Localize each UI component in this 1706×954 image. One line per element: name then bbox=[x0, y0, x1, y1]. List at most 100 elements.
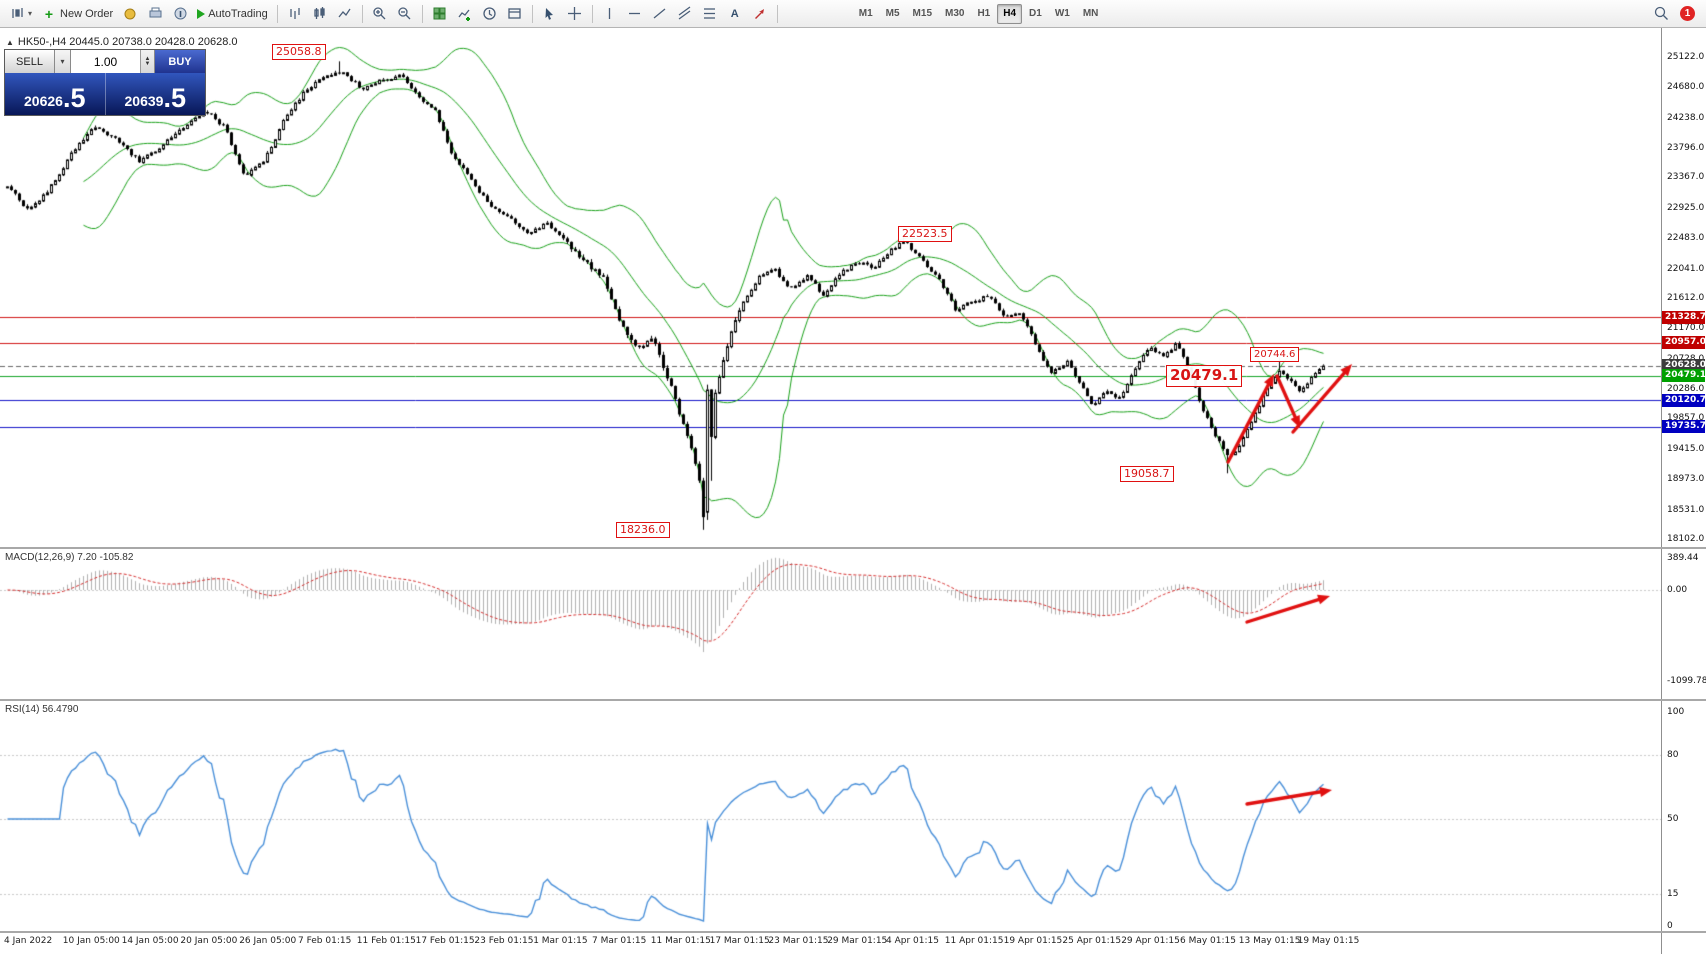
time-axis-label: 10 Jan 05:00 bbox=[62, 936, 120, 946]
deposit-icon-button[interactable] bbox=[118, 3, 142, 25]
macd-axis-label: -1099.78 bbox=[1667, 675, 1706, 686]
notification-badge[interactable]: 1 bbox=[1680, 6, 1695, 21]
price-axis-label: 23367.0 bbox=[1667, 172, 1705, 183]
time-axis-label: 4 Apr 01:15 bbox=[886, 936, 939, 946]
spin-up-icon: ▲ bbox=[144, 55, 151, 62]
toolbar-separator bbox=[276, 4, 278, 23]
new-order-button[interactable]: + New Order bbox=[37, 3, 117, 25]
candlestick-chart-button[interactable] bbox=[308, 3, 332, 25]
chart-window-menu[interactable]: ▾ bbox=[5, 3, 36, 25]
price-axis-label: 18531.0 bbox=[1667, 504, 1705, 515]
price-axis-label: 24238.0 bbox=[1667, 112, 1705, 123]
timeframe-m15[interactable]: M15 bbox=[907, 4, 938, 24]
volume-spin-buttons[interactable]: ▲ ▼ bbox=[140, 50, 154, 73]
time-axis-label: 23 Feb 01:15 bbox=[474, 936, 534, 946]
price-tag: 20957.0 bbox=[1662, 336, 1706, 350]
text-icon: A bbox=[730, 7, 739, 20]
volume-input[interactable] bbox=[71, 50, 140, 73]
info-icon bbox=[172, 6, 188, 22]
templates-button[interactable] bbox=[503, 3, 527, 25]
clock-icon bbox=[482, 6, 498, 22]
top-toolbar: ▾ + New Order AutoTrading A M1 M5 M15 M30 H1… bbox=[0, 0, 1706, 28]
period-button[interactable] bbox=[478, 3, 502, 25]
zoom-in-icon bbox=[372, 6, 388, 22]
arrow-shape-icon bbox=[752, 6, 768, 22]
bar-chart-icon bbox=[287, 6, 303, 22]
toolbar-separator bbox=[421, 4, 423, 23]
time-axis-label: 20 Jan 05:00 bbox=[180, 936, 238, 946]
timeframe-w1[interactable]: W1 bbox=[1049, 4, 1076, 24]
cursor-icon bbox=[542, 6, 558, 22]
rsi-axis-label: 0 bbox=[1667, 921, 1673, 931]
buy-price-prefix: 20639 bbox=[124, 93, 164, 109]
bar-chart-button[interactable] bbox=[283, 3, 307, 25]
rsi-axis-label: 100 bbox=[1667, 707, 1685, 717]
chart-overlays: 25122.0 24680.0 24238.0 23796.0 23367.0 22925… bbox=[0, 28, 1706, 954]
price-tag: 20628.0 bbox=[1662, 359, 1706, 373]
zoom-out-icon bbox=[397, 6, 413, 22]
panel-splitter-rsi[interactable] bbox=[0, 699, 1706, 701]
price-axis-label: 22483.0 bbox=[1667, 233, 1705, 244]
volume-presets-caret[interactable]: ▾ bbox=[55, 50, 71, 73]
autotrading-button[interactable]: AutoTrading bbox=[193, 3, 272, 25]
time-axis-label: 11 Feb 01:15 bbox=[356, 936, 416, 946]
candlestick-icon bbox=[312, 6, 328, 22]
text-tool-button[interactable]: A bbox=[723, 3, 747, 25]
price-tag: 20479.1 bbox=[1662, 369, 1706, 383]
crosshair-icon bbox=[567, 6, 583, 22]
indicators-icon bbox=[457, 6, 473, 22]
plus-icon: + bbox=[44, 5, 54, 22]
timeframe-h1[interactable]: H1 bbox=[971, 4, 996, 24]
buy-button[interactable]: BUY bbox=[155, 50, 205, 73]
timeframe-toolbar: M1 M5 M15 M30 H1 H4 D1 W1 MN bbox=[853, 3, 1105, 24]
vertical-line-tool-button[interactable] bbox=[598, 3, 622, 25]
timeframe-d1[interactable]: D1 bbox=[1023, 4, 1048, 24]
fibonacci-tool-button[interactable] bbox=[698, 3, 722, 25]
price-annotation: 19058.7 bbox=[1120, 466, 1174, 483]
panel-splitter-timescale[interactable] bbox=[0, 931, 1706, 933]
timeframe-mn[interactable]: MN bbox=[1077, 4, 1105, 24]
time-axis-label: 25 Apr 01:15 bbox=[1062, 936, 1122, 946]
sell-price[interactable]: 20626.5 bbox=[5, 73, 106, 115]
indicators-button[interactable] bbox=[453, 3, 477, 25]
timeframe-m1[interactable]: M1 bbox=[853, 4, 879, 24]
chart-canvas[interactable] bbox=[0, 28, 1706, 954]
crosshair-tool-button[interactable] bbox=[563, 3, 587, 25]
time-axis-label: 7 Mar 01:15 bbox=[592, 936, 647, 946]
trendline-tool-button[interactable] bbox=[648, 3, 672, 25]
print-button[interactable] bbox=[143, 3, 167, 25]
price-axis-label: 20728.0 bbox=[1667, 354, 1704, 364]
price-axis-label: 23796.0 bbox=[1667, 143, 1705, 154]
buy-price[interactable]: 20639.5 bbox=[106, 73, 206, 115]
zoom-in-button[interactable] bbox=[368, 3, 392, 25]
chart-area[interactable]: ▲ HK50-,H4 20445.0 20738.0 20428.0 20628… bbox=[0, 28, 1706, 954]
time-axis-label: 17 Mar 01:15 bbox=[709, 936, 770, 946]
tile-windows-button[interactable] bbox=[428, 3, 452, 25]
cursor-tool-button[interactable] bbox=[538, 3, 562, 25]
line-chart-button[interactable] bbox=[333, 3, 357, 25]
time-axis-label: 6 May 01:15 bbox=[1180, 936, 1236, 946]
zoom-out-button[interactable] bbox=[393, 3, 417, 25]
trade-panel-prices: 20626.5 20639.5 bbox=[5, 73, 205, 115]
search-button[interactable] bbox=[1649, 3, 1673, 25]
timeframe-m30[interactable]: M30 bbox=[939, 4, 970, 24]
arrows-tool-button[interactable] bbox=[748, 3, 772, 25]
panel-splitter-macd[interactable] bbox=[0, 547, 1706, 549]
sell-button[interactable]: SELL bbox=[5, 50, 55, 73]
about-button[interactable] bbox=[168, 3, 192, 25]
horizontal-line-tool-button[interactable] bbox=[623, 3, 647, 25]
timeframe-m5[interactable]: M5 bbox=[880, 4, 906, 24]
horizontal-line-icon bbox=[627, 6, 643, 22]
price-axis-label: 19415.0 bbox=[1667, 443, 1705, 454]
macd-axis-label: 0.00 bbox=[1667, 585, 1688, 595]
rsi-axis-label: 15 bbox=[1667, 888, 1679, 899]
price-axis-label: 21612.0 bbox=[1667, 292, 1705, 303]
play-icon bbox=[197, 8, 206, 19]
price-annotation: 18236.0 bbox=[616, 522, 670, 539]
time-axis-label: 11 Apr 01:15 bbox=[944, 936, 1004, 946]
timeframe-h4[interactable]: H4 bbox=[997, 3, 1023, 24]
channel-tool-button[interactable] bbox=[673, 3, 697, 25]
new-order-label: New Order bbox=[60, 7, 114, 20]
price-axis-label: 20286.0 bbox=[1667, 384, 1705, 395]
